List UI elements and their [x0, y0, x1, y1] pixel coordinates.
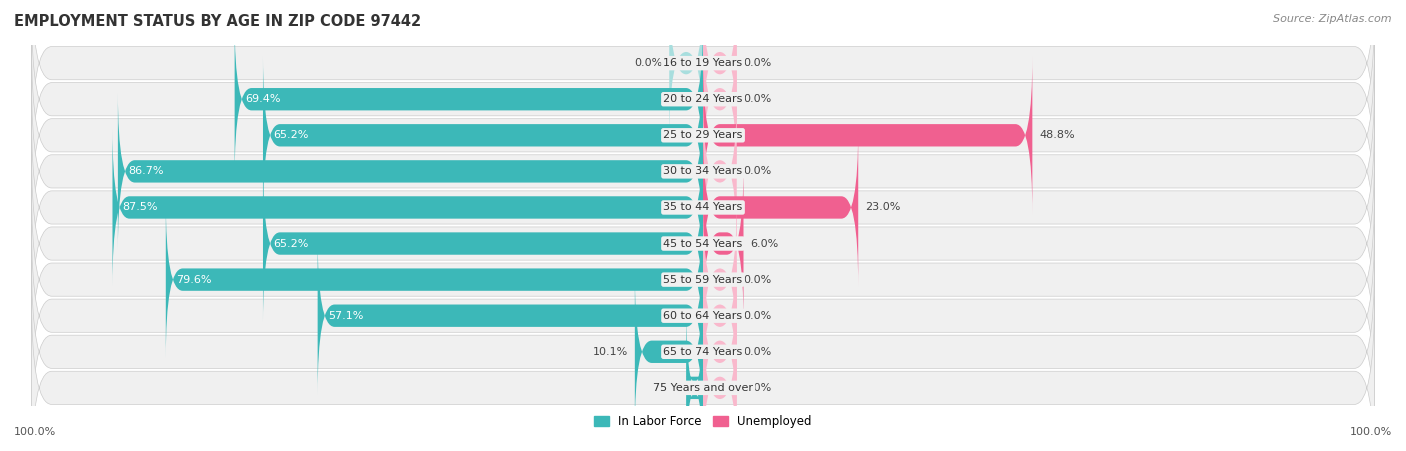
- FancyBboxPatch shape: [686, 309, 703, 451]
- Text: 65.2%: 65.2%: [273, 239, 308, 249]
- FancyBboxPatch shape: [31, 116, 1375, 299]
- Text: 2.5%: 2.5%: [651, 383, 679, 393]
- FancyBboxPatch shape: [703, 20, 737, 178]
- FancyBboxPatch shape: [112, 129, 703, 286]
- Text: 69.4%: 69.4%: [245, 94, 280, 104]
- Text: 0.0%: 0.0%: [744, 58, 772, 68]
- Text: 0.0%: 0.0%: [744, 275, 772, 285]
- Text: 0.0%: 0.0%: [744, 383, 772, 393]
- FancyBboxPatch shape: [235, 20, 703, 178]
- FancyBboxPatch shape: [703, 273, 737, 431]
- Text: 60 to 64 Years: 60 to 64 Years: [664, 311, 742, 321]
- FancyBboxPatch shape: [703, 56, 1032, 214]
- FancyBboxPatch shape: [703, 0, 737, 142]
- FancyBboxPatch shape: [31, 188, 1375, 371]
- FancyBboxPatch shape: [669, 0, 703, 142]
- FancyBboxPatch shape: [703, 165, 744, 322]
- Text: 55 to 59 Years: 55 to 59 Years: [664, 275, 742, 285]
- Text: Source: ZipAtlas.com: Source: ZipAtlas.com: [1274, 14, 1392, 23]
- Text: 100.0%: 100.0%: [14, 428, 56, 437]
- Text: 48.8%: 48.8%: [1039, 130, 1074, 140]
- Text: 65.2%: 65.2%: [273, 130, 308, 140]
- Text: 10.1%: 10.1%: [593, 347, 628, 357]
- Text: EMPLOYMENT STATUS BY AGE IN ZIP CODE 97442: EMPLOYMENT STATUS BY AGE IN ZIP CODE 974…: [14, 14, 422, 28]
- FancyBboxPatch shape: [31, 224, 1375, 407]
- Text: 30 to 34 Years: 30 to 34 Years: [664, 166, 742, 176]
- Text: 87.5%: 87.5%: [122, 202, 157, 212]
- FancyBboxPatch shape: [263, 56, 703, 214]
- FancyBboxPatch shape: [703, 129, 858, 286]
- Text: 86.7%: 86.7%: [128, 166, 163, 176]
- Text: 20 to 24 Years: 20 to 24 Years: [664, 94, 742, 104]
- FancyBboxPatch shape: [31, 296, 1375, 451]
- FancyBboxPatch shape: [703, 201, 737, 359]
- Text: 57.1%: 57.1%: [328, 311, 363, 321]
- FancyBboxPatch shape: [31, 152, 1375, 335]
- Text: 100.0%: 100.0%: [1350, 428, 1392, 437]
- Text: 0.0%: 0.0%: [634, 58, 662, 68]
- Text: 35 to 44 Years: 35 to 44 Years: [664, 202, 742, 212]
- Text: 79.6%: 79.6%: [176, 275, 211, 285]
- Text: 0.0%: 0.0%: [744, 311, 772, 321]
- FancyBboxPatch shape: [31, 260, 1375, 443]
- FancyBboxPatch shape: [31, 80, 1375, 263]
- Text: 16 to 19 Years: 16 to 19 Years: [664, 58, 742, 68]
- Text: 0.0%: 0.0%: [744, 347, 772, 357]
- Text: 45 to 54 Years: 45 to 54 Years: [664, 239, 742, 249]
- FancyBboxPatch shape: [31, 8, 1375, 191]
- FancyBboxPatch shape: [703, 237, 737, 395]
- Text: 75 Years and over: 75 Years and over: [652, 383, 754, 393]
- FancyBboxPatch shape: [166, 201, 703, 359]
- FancyBboxPatch shape: [31, 44, 1375, 227]
- Legend: In Labor Force, Unemployed: In Labor Force, Unemployed: [589, 410, 817, 433]
- Text: 6.0%: 6.0%: [751, 239, 779, 249]
- Text: 0.0%: 0.0%: [744, 94, 772, 104]
- FancyBboxPatch shape: [318, 237, 703, 395]
- Text: 25 to 29 Years: 25 to 29 Years: [664, 130, 742, 140]
- Text: 23.0%: 23.0%: [865, 202, 900, 212]
- FancyBboxPatch shape: [118, 92, 703, 250]
- FancyBboxPatch shape: [263, 165, 703, 322]
- FancyBboxPatch shape: [703, 309, 737, 451]
- FancyBboxPatch shape: [636, 273, 703, 431]
- FancyBboxPatch shape: [703, 92, 737, 250]
- Text: 0.0%: 0.0%: [744, 166, 772, 176]
- FancyBboxPatch shape: [31, 0, 1375, 155]
- Text: 65 to 74 Years: 65 to 74 Years: [664, 347, 742, 357]
